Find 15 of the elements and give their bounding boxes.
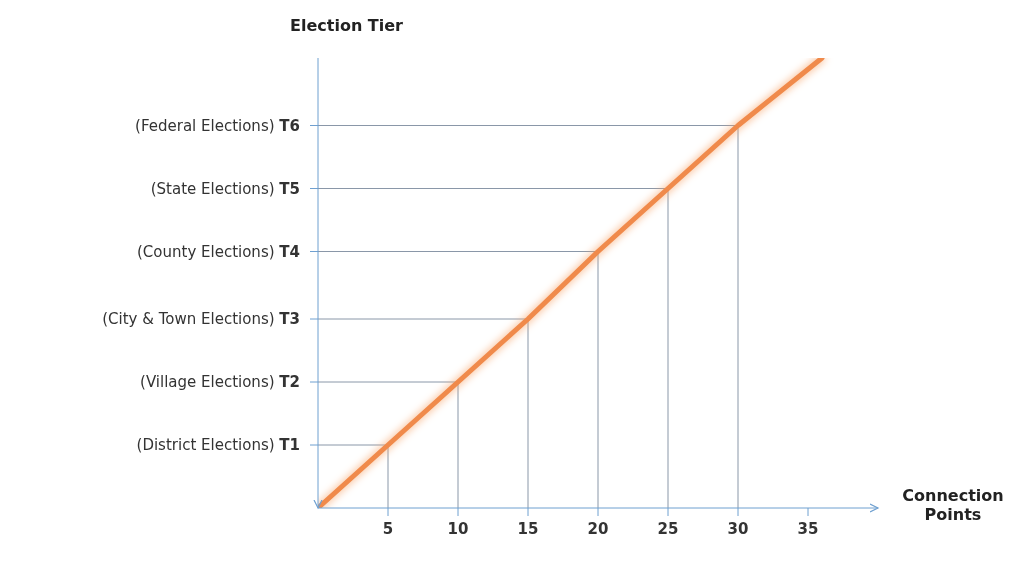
x-tick-label: 35	[797, 520, 819, 538]
x-tick-label: 25	[657, 520, 679, 538]
text: (District Elections) T1	[136, 436, 300, 454]
text: (Federal Elections) T6	[135, 116, 300, 135]
x-tick-label: 10	[447, 520, 469, 538]
text: (City & Town Elections) T3	[102, 310, 300, 328]
text: (County Elections) T4	[136, 242, 300, 261]
text: (Village Elections) T2	[140, 373, 300, 391]
x-tick-label: 5	[382, 520, 394, 538]
y-axis-title: Election Tier	[290, 16, 403, 35]
x-tick-label: 20	[587, 520, 609, 538]
x-tick-label: 15	[517, 520, 539, 538]
x-tick-label: 30	[727, 520, 749, 538]
text: (State Elections) T5	[150, 179, 300, 198]
x-axis-title: Connection Points	[901, 486, 1005, 524]
